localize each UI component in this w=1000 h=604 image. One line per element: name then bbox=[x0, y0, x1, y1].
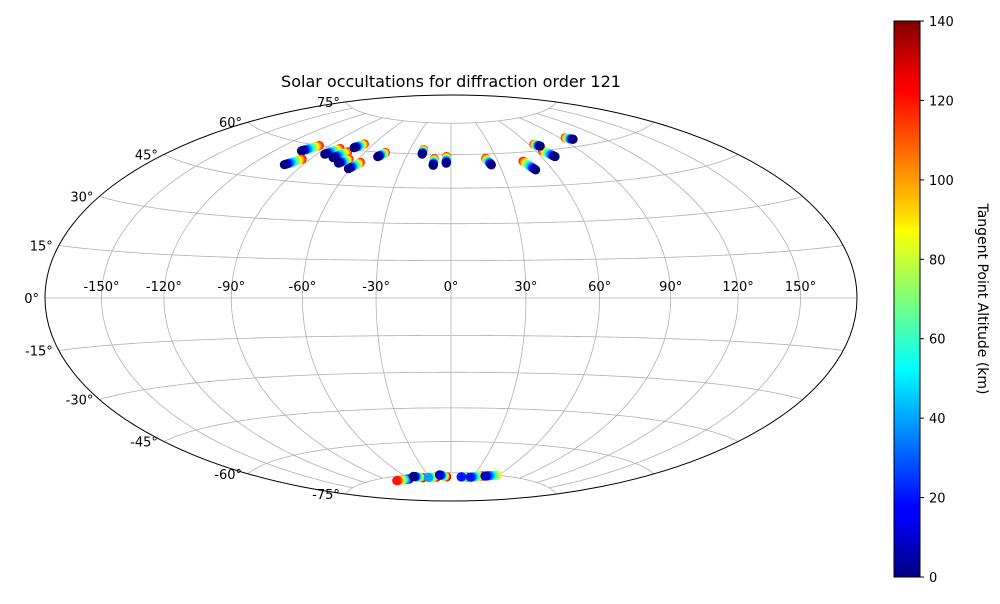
occultation-point bbox=[349, 143, 359, 153]
latitude-tick-label: 60° bbox=[219, 116, 242, 131]
meridian-line bbox=[498, 120, 601, 476]
longitude-tick-label: -120° bbox=[146, 280, 182, 295]
longitude-tick-label: -150° bbox=[83, 280, 119, 295]
longitude-tick-label: -90° bbox=[217, 280, 245, 295]
occultation-point bbox=[373, 152, 383, 162]
occultation-point bbox=[417, 149, 427, 159]
latitude-tick-label: -60° bbox=[214, 468, 242, 483]
meridian-line bbox=[163, 113, 366, 483]
colorbar-label: Tangent Point Altitude (km) bbox=[974, 202, 990, 394]
latitude-tick-label: 75° bbox=[317, 96, 340, 111]
occultation-point bbox=[320, 149, 330, 159]
meridian-line bbox=[101, 107, 353, 489]
occultation-point bbox=[428, 160, 438, 170]
latitude-tick-label: 15° bbox=[30, 240, 53, 255]
occultation-point bbox=[392, 476, 402, 486]
longitude-tick-labels: -150° -120° -90° -60° -30° 0° 30° 60° 90° 120° 150… bbox=[83, 280, 816, 295]
longitude-tick-label: 120° bbox=[722, 280, 753, 295]
longitude-tick-label: 150° bbox=[785, 280, 816, 295]
occultation-point bbox=[434, 470, 445, 480]
meridian-line bbox=[230, 117, 383, 479]
longitude-tick-label: 90° bbox=[659, 280, 682, 295]
colorbar-tick-label: 120 bbox=[929, 94, 954, 109]
colorbar-gradient bbox=[893, 20, 921, 578]
colorbar-tick-label: 60 bbox=[929, 333, 946, 348]
longitude-tick-label: 60° bbox=[588, 280, 611, 295]
occultation-point bbox=[456, 472, 466, 482]
longitude-tick-label: 30° bbox=[514, 280, 537, 295]
latitude-tick-label: 45° bbox=[135, 149, 158, 164]
occultation-points bbox=[279, 133, 578, 486]
meridian-line bbox=[536, 113, 739, 483]
occultation-point bbox=[465, 472, 475, 482]
meridian-line bbox=[549, 107, 801, 489]
occultation-point bbox=[441, 158, 451, 168]
latitude-tick-label: -45° bbox=[130, 436, 158, 451]
latitude-tick-label: 0° bbox=[24, 292, 39, 307]
meridian-line bbox=[475, 122, 527, 474]
occultation-point bbox=[550, 151, 560, 162]
map-boundary bbox=[44, 94, 858, 502]
colorbar-tick-label: 20 bbox=[929, 492, 946, 507]
occultation-point bbox=[568, 134, 578, 144]
occultation-point bbox=[486, 160, 496, 170]
occultation-point bbox=[408, 471, 419, 481]
latitude-tick-label: -75° bbox=[312, 488, 340, 503]
occultation-point bbox=[333, 158, 344, 168]
colorbar-ticks: 0 20 40 60 80 100 120 140 bbox=[920, 15, 954, 586]
occultation-point bbox=[535, 141, 545, 151]
longitude-tick-label: -30° bbox=[362, 280, 390, 295]
occultation-point bbox=[343, 164, 354, 174]
latitude-tick-label: 30° bbox=[70, 191, 93, 206]
occultation-point bbox=[480, 471, 490, 481]
occultation-point bbox=[296, 146, 307, 156]
colorbar-tick-label: 40 bbox=[929, 412, 946, 427]
chart-title: Solar occultations for diffraction order… bbox=[281, 72, 621, 91]
occultation-point bbox=[279, 160, 289, 170]
latitude-tick-label: -30° bbox=[66, 394, 94, 409]
meridian-line bbox=[375, 122, 427, 474]
colorbar-tick-label: 140 bbox=[929, 15, 954, 30]
colorbar-tick-label: 100 bbox=[929, 174, 954, 189]
longitude-tick-label: -60° bbox=[289, 280, 317, 295]
meridian-line bbox=[519, 117, 672, 479]
map-grid bbox=[45, 101, 857, 495]
longitude-tick-label: 0° bbox=[444, 280, 459, 295]
occultation-point bbox=[531, 165, 541, 175]
meridian-line bbox=[301, 120, 404, 476]
colorbar-tick-label: 80 bbox=[929, 253, 946, 268]
colorbar: 0 20 40 60 80 100 120 140 Tangent Point Altitud… bbox=[893, 15, 990, 586]
occultation-point bbox=[423, 472, 433, 482]
latitude-tick-labels: -75° -60° -45° -30° -15° 0° 15° 30° 45° 60° 75° bbox=[24, 96, 340, 503]
colorbar-tick-label: 0 bbox=[929, 571, 937, 586]
latitude-tick-label: -15° bbox=[25, 345, 53, 360]
